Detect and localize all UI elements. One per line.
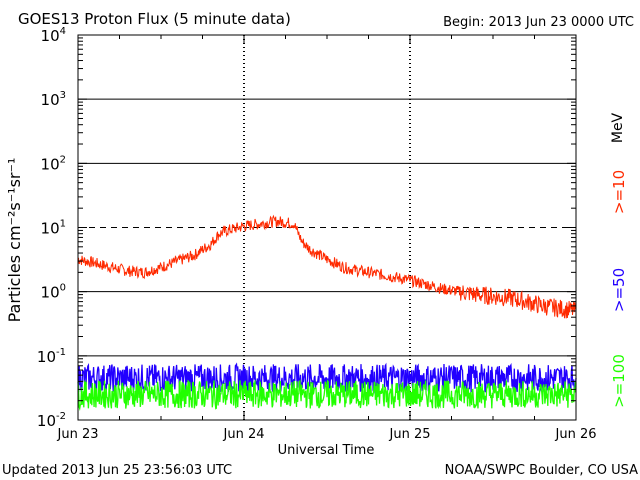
chart-begin-label: Begin: 2013 Jun 23 0000 UTC [443, 15, 634, 30]
y-tick-label: 102 [41, 154, 66, 173]
x-tick-label: Jun 23 [57, 427, 99, 442]
y-tick-label: 103 [41, 90, 66, 109]
x-tick-label: Jun 26 [555, 427, 597, 442]
ticks-layer: 10-2 10-1 100 101 102 103 104 Jun 23 Jun 24 Jun 2… [37, 26, 597, 442]
x-tick-label: Jun 24 [223, 427, 265, 442]
chart-title: GOES13 Proton Flux (5 minute data) [18, 10, 291, 28]
y-tick-label: 10-2 [37, 411, 66, 430]
legend-ge100: >=100 [610, 354, 628, 408]
y-tick-label: 10-1 [37, 347, 66, 366]
series-line-0 [77, 214, 577, 319]
y-tick-label: 101 [41, 219, 66, 238]
series-layer [77, 214, 577, 411]
y-tick-label: 100 [41, 283, 66, 302]
x-axis-label: Universal Time [278, 443, 375, 458]
series-line-2 [77, 379, 577, 411]
legend-ge10: >=10 [610, 170, 628, 214]
footer-credit: NOAA/SWPC Boulder, CO USA [445, 463, 638, 478]
grid-layer [78, 35, 576, 420]
legend-ge50: >=50 [610, 268, 628, 312]
energy-unit-label: MeV [610, 112, 626, 143]
y-axis-label: Particles cm⁻²s⁻¹sr⁻¹ [5, 158, 24, 323]
footer-updated: Updated 2013 Jun 25 23:56:03 UTC [2, 463, 232, 478]
x-tick-label: Jun 25 [389, 427, 431, 442]
y-tick-label: 104 [41, 26, 66, 45]
